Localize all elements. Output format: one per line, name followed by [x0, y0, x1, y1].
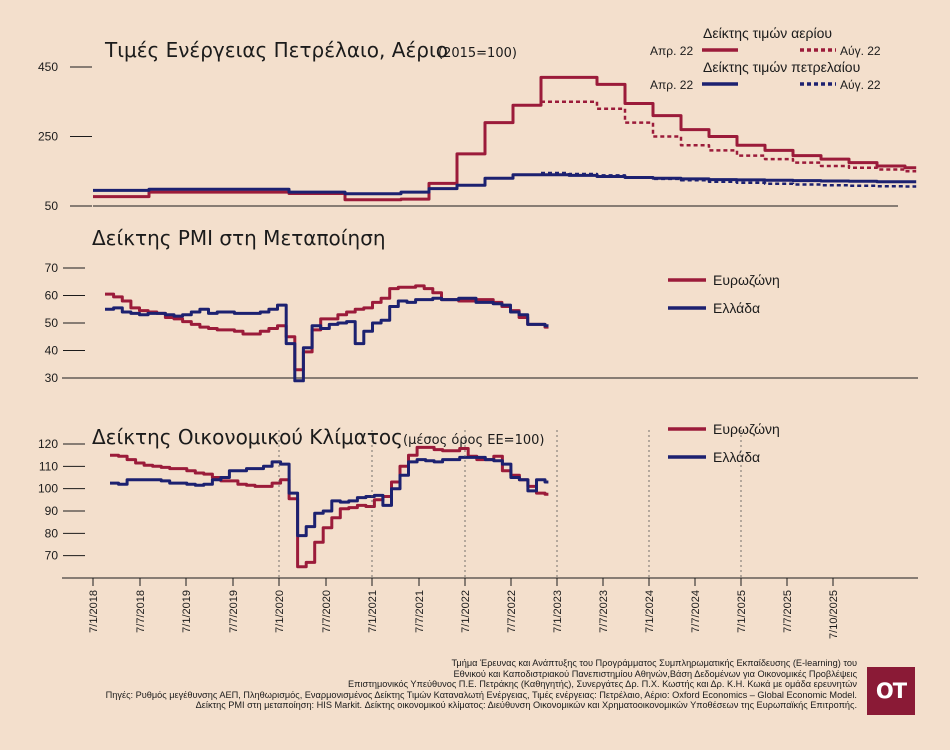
legend-oil-apr-label: Απρ. 22 [650, 78, 693, 92]
x-tick-label: 7/7/2019 [228, 590, 240, 633]
y-tick-label: 80 [45, 526, 59, 540]
series-line [105, 296, 549, 383]
legend-gas-title: Δείκτης τιμών αερίου [703, 25, 832, 41]
series-line [541, 100, 917, 173]
footer-line: Επιστημονικός Υπεύθυνος Π.Ε. Πετράκης (Κ… [348, 679, 857, 690]
x-tick-label: 7/7/2025 [782, 590, 794, 633]
ot-logo: ΟΤ [867, 667, 915, 715]
y-tick-label: 70 [45, 549, 59, 563]
pmi-chart-title: Δείκτης PMI στη Μεταποίηση [92, 226, 386, 250]
x-tick-label: 7/1/2023 [552, 590, 564, 633]
y-tick-label: 40 [45, 344, 59, 358]
y-tick-label: 250 [38, 130, 58, 144]
series-line [541, 171, 917, 188]
y-tick-label: 90 [45, 504, 59, 518]
x-tick-label: 7/1/2024 [644, 590, 656, 633]
y-tick-label: 100 [38, 482, 58, 496]
y-tick-label: 30 [45, 371, 59, 385]
footer-line: Εθνικού και Καποδιστριακού Πανεπιστημίου… [453, 668, 857, 679]
energy-chart-subtitle: (2015=100) [438, 46, 517, 61]
esi-chart-title: Δείκτης Οικονομικού Κλίματος [92, 425, 403, 449]
series-line [110, 455, 549, 538]
x-tick-label: 7/1/2025 [736, 590, 748, 633]
x-tick-label: 7/7/2024 [690, 590, 702, 633]
footer-line: Τμήμα Έρευνας και Ανάπτυξης του Προγράμμ… [451, 658, 857, 668]
x-tick-label: 7/1/2022 [460, 590, 472, 633]
y-tick-label: 450 [38, 60, 58, 74]
y-tick-label: 50 [45, 316, 59, 330]
x-tick-label: 7/1/2021 [367, 590, 379, 633]
legend-oil-aug-label: Αύγ. 22 [840, 78, 881, 92]
x-tick-label: 7/7/2021 [414, 590, 426, 633]
footer-line: Πηγές: Ρυθμός μεγέθυνσης ΑΕΠ, Πληθωρισμό… [105, 689, 857, 700]
legend-esi-eurozone-label: Ευρωζώνη [713, 421, 780, 437]
y-tick-label: 120 [38, 437, 58, 451]
legend-gas-apr-label: Απρ. 22 [650, 44, 693, 58]
series-line [110, 445, 549, 569]
y-tick-label: 110 [39, 459, 58, 473]
x-tick-label: 7/1/2019 [181, 590, 193, 633]
legend-pmi-eurozone-label: Ευρωζώνη [713, 272, 780, 288]
source-footer: Τμήμα Έρευνας και Ανάπτυξης του Προγράμμ… [17, 658, 857, 711]
plot-layer: 50 250 450 30 40 50 60 70 70 80 90 100 110 120 7/1/201… [38, 60, 918, 639]
x-tick-label: 7/7/2022 [506, 590, 518, 633]
x-tick-label: 7/7/2020 [321, 590, 333, 633]
y-tick-label: 70 [45, 261, 59, 275]
energy-chart-title: Τιμές Ενέργειας Πετρέλαιο, Αέριο [104, 38, 448, 62]
footer-line: Δείκτης PMI στη μεταποίηση: HIS Markit. … [195, 700, 857, 711]
legend-pmi-greece-label: Ελλάδα [713, 300, 760, 316]
legend-oil-title: Δείκτης τιμών πετρελαίου [703, 59, 860, 75]
x-tick-label: 7/7/2018 [135, 590, 147, 633]
y-tick-label: 60 [45, 289, 59, 303]
legend-gas-aug-label: Αύγ. 22 [840, 44, 881, 58]
x-tick-label: 7/10/2025 [828, 590, 840, 639]
x-tick-label: 7/7/2023 [598, 590, 610, 633]
y-tick-label: 50 [45, 199, 59, 213]
esi-chart-subtitle: (μέσος όρος ΕΕ=100) [403, 433, 544, 448]
x-tick-label: 7/1/2020 [274, 590, 286, 633]
x-tick-label: 7/1/2018 [88, 590, 100, 633]
legend-esi-greece-label: Ελλάδα [713, 449, 760, 465]
